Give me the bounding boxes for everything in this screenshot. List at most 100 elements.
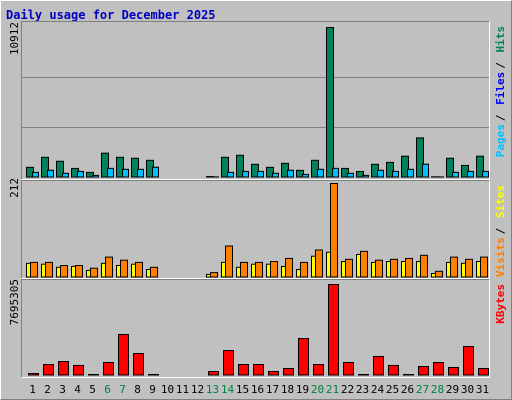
legend-separator: / [494, 62, 507, 69]
bar [317, 168, 324, 178]
bar [103, 361, 114, 376]
bar [377, 169, 384, 178]
x-tick-label: 6 [104, 383, 111, 396]
bar [302, 173, 309, 178]
bar [405, 257, 413, 278]
x-tick-label: 31 [476, 383, 489, 396]
bar [478, 368, 489, 376]
bar [133, 353, 144, 376]
bar [28, 372, 39, 376]
legend-entry: Files [494, 72, 507, 105]
bar [332, 167, 339, 178]
x-tick-label: 12 [191, 383, 204, 396]
legend-entry: Hits [494, 26, 507, 53]
legend: Visits / Sites [494, 185, 507, 277]
chart-title: Daily usage for December 2025 [6, 8, 216, 22]
legend: Pages / Files / Hits [494, 26, 507, 157]
x-tick-label: 27 [416, 383, 429, 396]
bar [152, 166, 159, 178]
bar [58, 361, 69, 376]
bar [315, 249, 323, 278]
bar [120, 259, 128, 278]
x-tick-label: 10 [161, 383, 174, 396]
bar [480, 256, 488, 278]
x-tick-label: 26 [401, 383, 414, 396]
bar [56, 160, 64, 178]
plot-frame-light [21, 279, 490, 378]
bar [433, 361, 444, 376]
x-tick-label: 15 [236, 383, 249, 396]
x-tick-label: 22 [341, 383, 354, 396]
bar [227, 171, 234, 178]
x-tick-label: 1 [29, 383, 36, 396]
x-tick-label: 19 [296, 383, 309, 396]
bar [131, 157, 139, 178]
bar [465, 258, 473, 278]
bar [467, 170, 474, 178]
bar [296, 169, 304, 178]
plot-frame-dark [21, 21, 490, 180]
bar [347, 172, 354, 178]
bar [392, 170, 399, 178]
plot-frame-dark [21, 279, 490, 378]
bar [313, 364, 324, 376]
bar [251, 163, 259, 178]
bar [448, 366, 459, 376]
bar [45, 261, 53, 278]
bar [311, 159, 319, 178]
x-tick-label: 18 [281, 383, 294, 396]
bar [221, 156, 229, 178]
plot-area [21, 21, 490, 180]
bar [118, 333, 129, 376]
bar [420, 254, 428, 278]
x-tick-label: 9 [149, 383, 156, 396]
x-tick-label: 14 [221, 383, 235, 396]
legend-entry: Visits [494, 237, 507, 277]
x-tick-label: 17 [266, 383, 279, 396]
bar [30, 261, 38, 278]
bar [362, 174, 369, 178]
bar [401, 155, 409, 178]
bar [373, 355, 384, 376]
bar [60, 265, 68, 278]
bar [356, 170, 364, 178]
plot-frame-dark [21, 180, 490, 279]
x-tick-label: 16 [251, 383, 264, 396]
bar [240, 261, 248, 278]
bar [92, 174, 99, 178]
bar [43, 364, 54, 376]
bar [62, 172, 69, 178]
legend-separator: / [494, 227, 507, 234]
legend-entry: Pages [494, 124, 507, 157]
bar [343, 361, 354, 376]
plot-frame-light [21, 180, 490, 279]
x-tick-label: 13 [206, 383, 219, 396]
bar [268, 370, 279, 376]
legend-entry: KBytes [494, 284, 507, 324]
bar [272, 172, 279, 178]
x-tick-label: 29 [446, 383, 459, 396]
bar [390, 258, 398, 278]
plot-area [21, 279, 490, 378]
bar [270, 261, 278, 278]
bar [210, 272, 218, 278]
bar [446, 157, 454, 178]
bar [330, 183, 338, 278]
bar [223, 350, 234, 376]
bar [435, 270, 443, 278]
bar [86, 171, 94, 178]
legend-separator: / [494, 114, 507, 121]
plot-frame-light [21, 21, 490, 180]
bar [122, 168, 129, 178]
bar [416, 137, 424, 178]
bar [236, 154, 244, 178]
bar [360, 250, 368, 278]
bar [107, 167, 114, 178]
bar [105, 256, 113, 278]
legend-entry: Sites [494, 185, 507, 218]
bar [32, 171, 39, 178]
bar [225, 245, 233, 278]
bar [283, 368, 294, 376]
